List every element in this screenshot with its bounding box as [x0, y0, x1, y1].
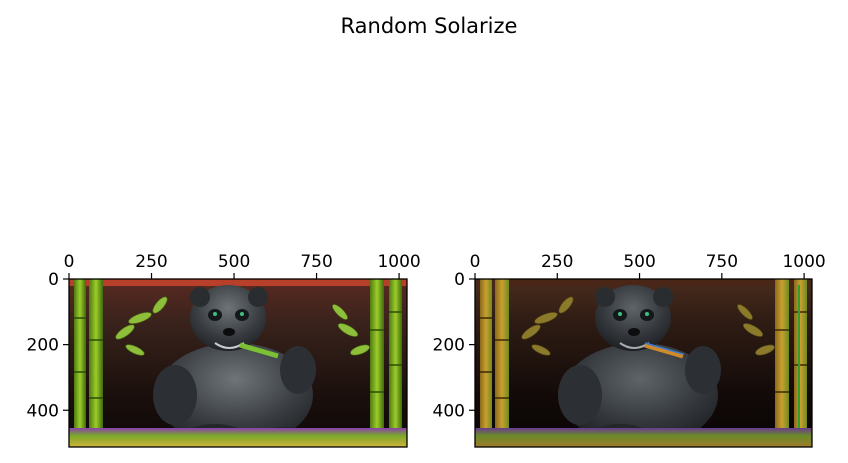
- right-axes-frame: [474, 278, 813, 448]
- right-x-tick-label: 250: [541, 252, 573, 272]
- right-x-tick-label: 500: [623, 252, 655, 272]
- figure-suptitle: Random Solarize: [341, 14, 518, 38]
- left-y-tick-label: 400: [27, 401, 59, 421]
- right-x-tick-label: 750: [706, 252, 738, 272]
- right-axes-ticks: 0 250 500 750 1000 0 200 400: [433, 252, 826, 421]
- solarized-panda-image: [475, 279, 812, 447]
- left-y-tick-label: 200: [27, 336, 59, 356]
- left-x-tick-label: 0: [64, 252, 75, 272]
- left-axes-frame: [68, 278, 408, 448]
- original-panda-image: [69, 279, 407, 447]
- right-y-tick-label: 200: [433, 336, 465, 356]
- left-x-tick-label: 250: [135, 252, 167, 272]
- left-x-tick-label: 750: [300, 252, 332, 272]
- right-y-tick-label: 0: [454, 270, 465, 290]
- left-axes-ticks: 0 250 500 750 1000 0 200 400: [27, 252, 421, 421]
- left-x-tick-label: 1000: [377, 252, 420, 272]
- right-y-tick-label: 400: [433, 401, 465, 421]
- left-y-tick-label: 0: [48, 270, 59, 290]
- right-x-tick-label: 0: [470, 252, 481, 272]
- left-axes: 0 250 500 750 1000 0 200 400: [27, 252, 421, 448]
- left-x-tick-label: 500: [218, 252, 250, 272]
- right-axes: 0 250 500 750 1000 0 200 400: [433, 252, 826, 448]
- right-x-tick-label: 1000: [782, 252, 825, 272]
